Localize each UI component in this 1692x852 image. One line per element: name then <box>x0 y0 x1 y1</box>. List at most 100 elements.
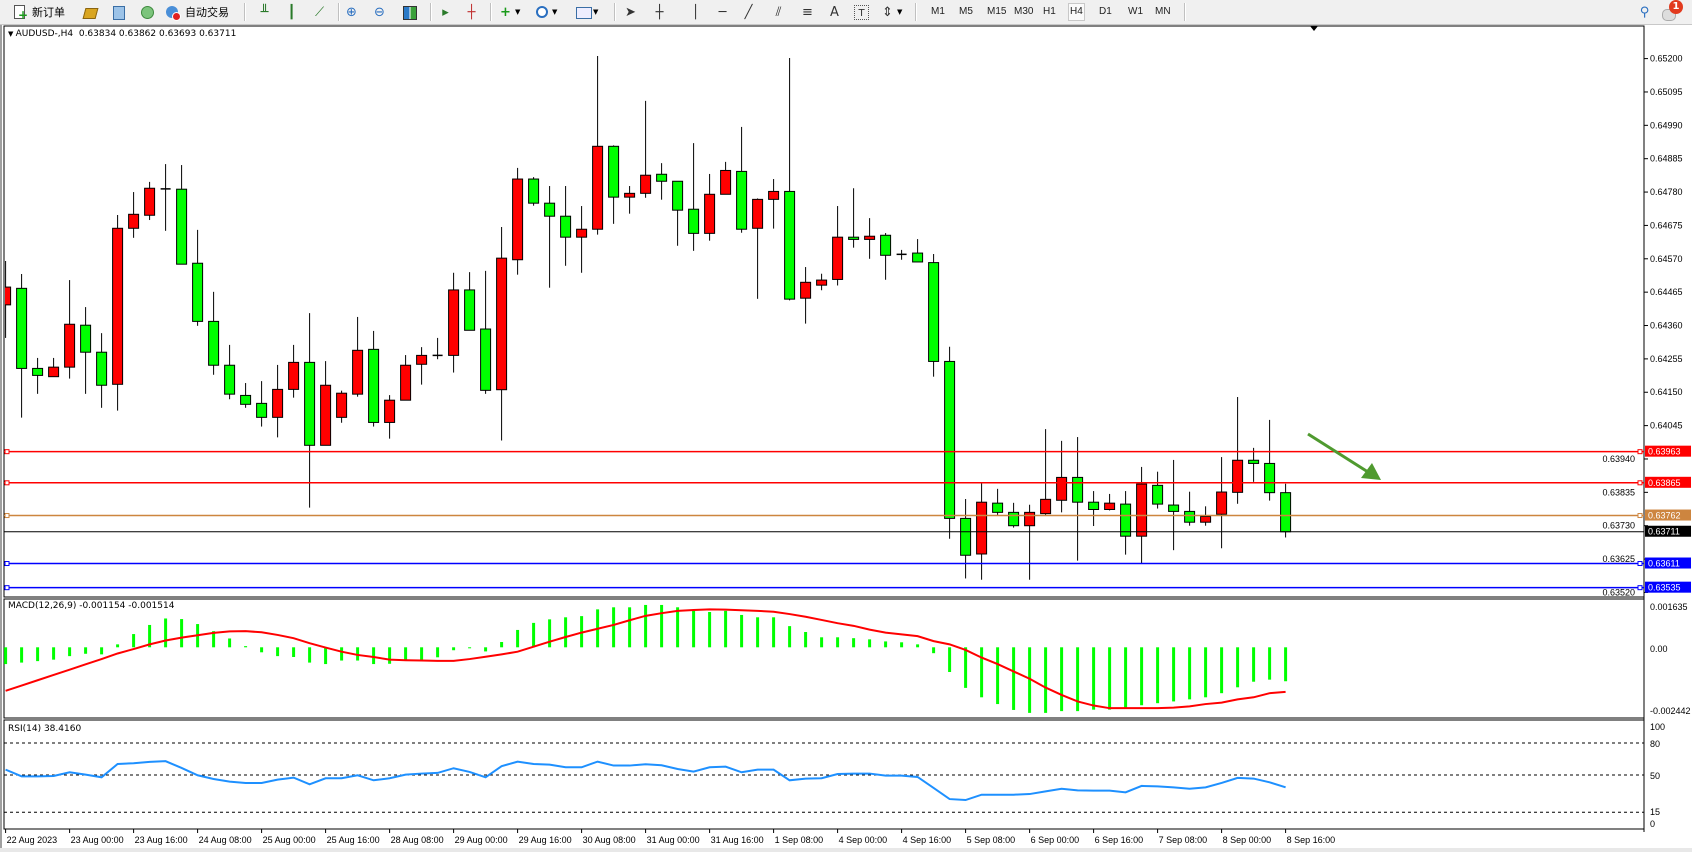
new-order-button[interactable]: + 新订单 <box>12 3 65 21</box>
notifications-button[interactable]: 1 <box>1662 0 1683 21</box>
crosshair-button[interactable]: ┼ <box>652 3 667 21</box>
macd-histogram-bar <box>644 604 648 648</box>
line-handle-right[interactable] <box>1637 480 1643 486</box>
candle-body <box>32 367 44 376</box>
candle-body <box>800 281 812 299</box>
cursor-button[interactable]: ➤ <box>623 3 638 21</box>
candlestick-button[interactable]: ┃ <box>284 3 299 21</box>
time-axis-label: 25 Aug 16:00 <box>327 835 380 845</box>
timeframe-d1[interactable]: D1 <box>1099 6 1112 17</box>
time-axis-label: 1 Sep 08:00 <box>775 835 824 845</box>
rsi-axis-label: 50 <box>1650 771 1660 781</box>
price-line-label: 0.63963 <box>1648 447 1681 457</box>
time-axis-label: 29 Aug 16:00 <box>519 835 572 845</box>
candle <box>912 239 924 263</box>
price-axis-label: 0.63835 <box>1602 487 1635 497</box>
fibonacci-button[interactable]: ≡ <box>800 3 815 21</box>
rsi-line <box>5 760 1286 802</box>
chart-shift-icon: ┼ <box>467 4 476 20</box>
rsi-panel[interactable] <box>3 719 1645 830</box>
arrows-button[interactable]: ⇕ ▼ <box>880 3 902 21</box>
auto-scroll-button[interactable]: ▸ <box>438 3 453 21</box>
chart-shift-marker-icon[interactable] <box>1310 26 1318 31</box>
main-chart-panel[interactable] <box>3 25 1645 598</box>
search-button[interactable]: ⚲ <box>1637 3 1652 21</box>
price-line-label-box <box>1645 509 1691 521</box>
down-arrow-line[interactable] <box>1307 432 1369 474</box>
navigator-button[interactable] <box>139 3 154 21</box>
timeframe-w1[interactable]: W1 <box>1128 6 1143 17</box>
horizontal-line-button[interactable]: ─ <box>715 3 730 21</box>
line-handle-left[interactable] <box>4 480 10 486</box>
candle-body <box>240 394 252 405</box>
vertical-line-button[interactable]: │ <box>688 3 703 21</box>
zoom-in-button[interactable]: ⊕ <box>344 3 359 21</box>
macd-panel[interactable] <box>3 598 1645 719</box>
line-handle-left[interactable] <box>4 561 10 567</box>
equidistant-channel-icon: ⫽ <box>775 4 782 20</box>
line-handle-right[interactable] <box>1637 561 1643 567</box>
bar-chart-button[interactable]: ╨ <box>257 3 272 21</box>
time-axis-label: 22 Aug 2023 <box>7 835 58 845</box>
candle <box>384 395 396 439</box>
candle <box>432 337 443 360</box>
timeframe-m1[interactable]: M1 <box>931 6 945 17</box>
candle-body <box>192 262 204 322</box>
horizontal-line-icon: ─ <box>718 4 727 20</box>
macd-histogram-bar <box>772 617 776 648</box>
timeframe-h1[interactable]: H1 <box>1043 6 1056 17</box>
timeframe-h4[interactable]: H4 <box>1068 3 1085 21</box>
toolbar-separator <box>244 3 246 21</box>
data-window-button[interactable] <box>111 3 126 21</box>
macd-histogram-bar <box>1124 647 1128 709</box>
candle <box>544 186 556 288</box>
templates-button[interactable]: ▼ <box>576 3 598 21</box>
candle <box>16 274 28 418</box>
candle <box>784 57 796 301</box>
candle-body <box>624 192 636 198</box>
timeframe-m5[interactable]: M5 <box>959 6 973 17</box>
macd-histogram-bar <box>1076 647 1080 712</box>
macd-histogram-bar <box>708 612 712 648</box>
auto-trading-button[interactable]: 自动交易 <box>165 3 229 21</box>
macd-histogram-bar <box>612 607 616 648</box>
candle-body <box>848 236 860 240</box>
line-handle-left[interactable] <box>4 585 10 591</box>
trendline-button[interactable]: ╱ <box>741 3 756 21</box>
timeframe-m30[interactable]: M30 <box>1014 6 1034 17</box>
macd-histogram-bar <box>116 644 120 648</box>
time-axis-label: 8 Sep 00:00 <box>1223 835 1272 845</box>
candle-body <box>512 178 524 261</box>
periods-button[interactable]: ▼ <box>535 3 557 21</box>
zoom-out-button[interactable]: ⊖ <box>372 3 387 21</box>
line-handle-right[interactable] <box>1637 449 1643 455</box>
time-axis-label: 23 Aug 16:00 <box>135 835 188 845</box>
line-handle-left[interactable] <box>4 513 10 519</box>
equidistant-channel-button[interactable]: ⫽ <box>771 3 786 21</box>
line-handle-left[interactable] <box>4 449 10 455</box>
candle-body <box>1008 511 1020 527</box>
candle-body <box>1120 503 1132 537</box>
toolbar-separator <box>338 3 340 21</box>
candle <box>48 357 60 378</box>
tile-windows-button[interactable] <box>402 3 417 21</box>
candle-body <box>1104 502 1116 511</box>
collapse-triangle-icon[interactable]: ▼ <box>8 30 16 38</box>
timeframe-mn[interactable]: MN <box>1155 6 1171 17</box>
macd-histogram-bar <box>996 647 1000 705</box>
macd-histogram-bar <box>724 610 728 648</box>
candle-body <box>1072 476 1084 503</box>
line-chart-button[interactable]: ⟋ <box>312 3 327 21</box>
auto-scroll-icon: ▸ <box>442 4 449 20</box>
macd-histogram-bar <box>1188 647 1192 700</box>
indicators-button[interactable]: + ▼ <box>498 3 520 21</box>
timeframe-m15[interactable]: M15 <box>987 6 1007 17</box>
line-handle-right[interactable] <box>1637 585 1643 591</box>
price-axis-label: 0.65095 <box>1650 87 1683 97</box>
chart-shift-button[interactable]: ┼ <box>464 3 479 21</box>
text-button[interactable]: A <box>827 3 842 21</box>
line-handle-right[interactable] <box>1637 513 1643 519</box>
text-label-button[interactable]: T <box>854 3 869 21</box>
candle <box>1120 491 1132 555</box>
